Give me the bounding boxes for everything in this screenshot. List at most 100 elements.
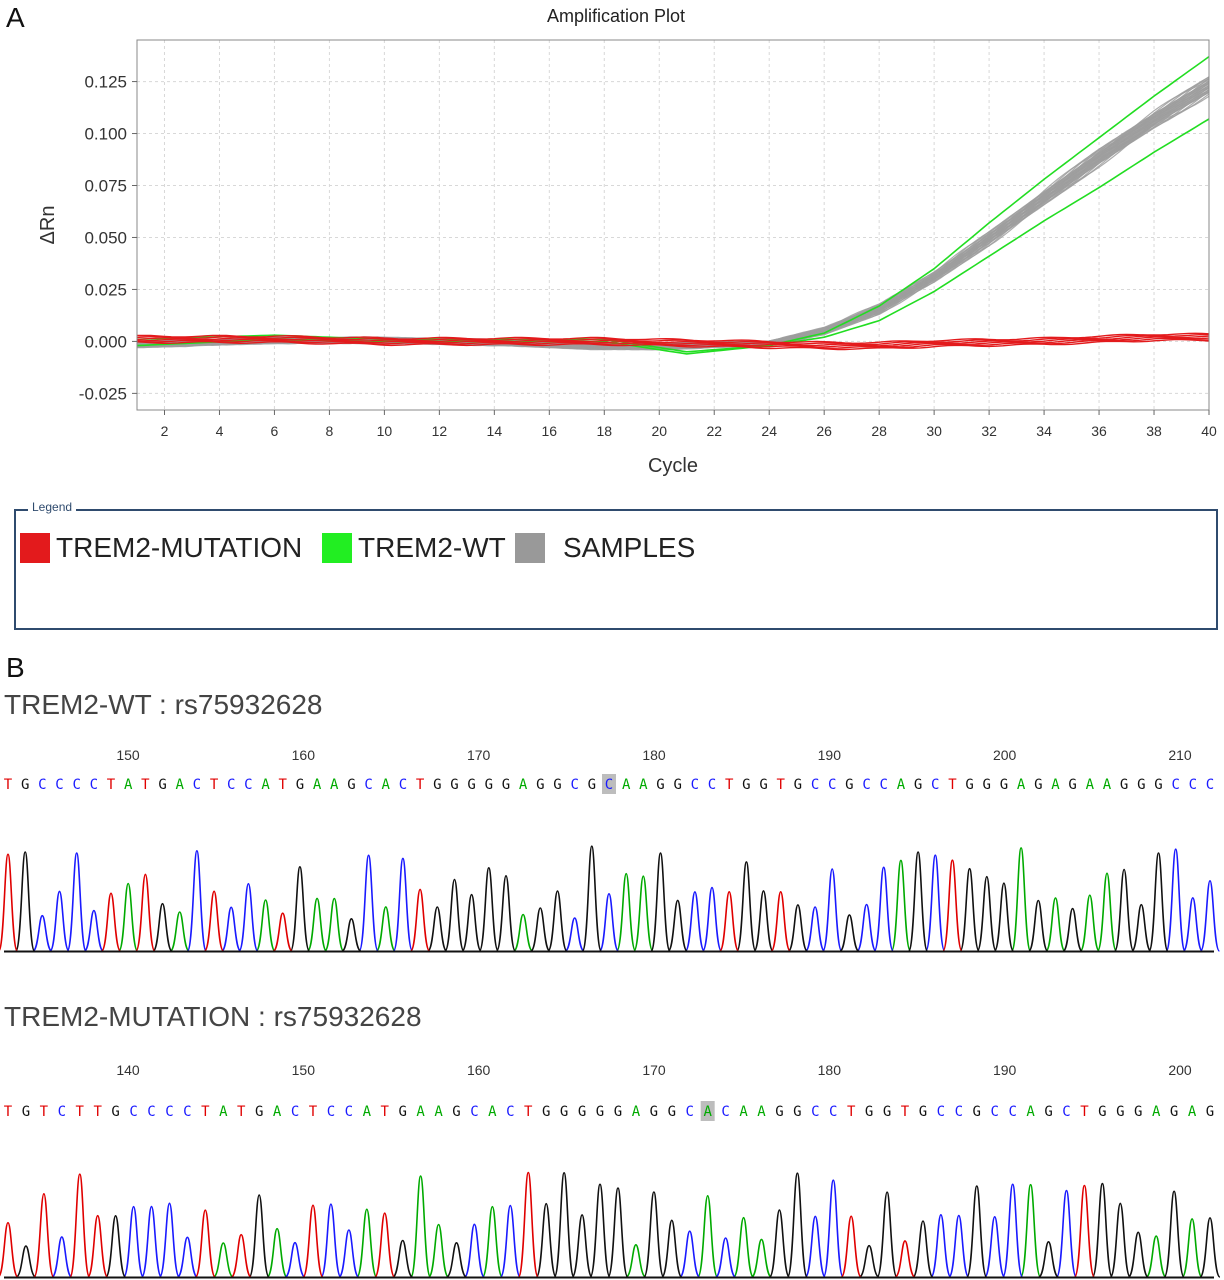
base-call: C (1189, 777, 1197, 793)
sequence-position-label: 170 (642, 1062, 666, 1078)
base-call: G (914, 777, 922, 793)
base-call: A (1188, 1104, 1197, 1120)
sequence-position-label: 180 (642, 747, 666, 763)
samples-series-line (136, 84, 1210, 350)
grid-lines (137, 40, 1210, 410)
y-tick-label: 0.075 (84, 177, 127, 196)
x-tick-label: 4 (216, 423, 224, 439)
trace-peaks-C (51, 1179, 1078, 1278)
sequence-position-label: 160 (292, 747, 316, 763)
samples-series-line (136, 91, 1210, 350)
base-call: C (183, 1104, 191, 1120)
variant-highlight (700, 1101, 715, 1121)
base-call: C (147, 1104, 155, 1120)
base-call: T (141, 777, 150, 793)
base-call: A (382, 777, 391, 793)
base-call: C (58, 1104, 66, 1120)
base-call: G (398, 1104, 406, 1120)
base-call: G (22, 1104, 30, 1120)
base-call: G (1034, 777, 1042, 793)
base-call: A (416, 1104, 425, 1120)
base-call: G (542, 1104, 550, 1120)
base-call: C (605, 777, 613, 793)
base-call: G (588, 777, 596, 793)
amplification-plot: 2 4 6 8 10 12 14 16 18 20 22 24 26 28 30 32 34 36 38 40-0.0… (37, 39, 1217, 477)
base-call: G (965, 777, 973, 793)
samples-series-line (136, 77, 1210, 349)
base-call: T (40, 1104, 49, 1120)
base-call: G (650, 1104, 658, 1120)
legend-item-samples: SAMPLES (515, 532, 695, 564)
base-call: G (536, 777, 544, 793)
samples-series-line (136, 90, 1210, 351)
legend-label-mutation: TREM2-MUTATION (56, 532, 303, 563)
samples-series-line (136, 91, 1210, 351)
x-tick-label: 14 (487, 423, 503, 439)
base-call: G (433, 777, 441, 793)
legend-item-mutation: TREM2-MUTATION (20, 532, 302, 564)
legend-item-wt: TREM2-WT (322, 532, 506, 564)
samples-series-line (136, 93, 1210, 351)
base-call: A (622, 777, 631, 793)
series-layer (136, 55, 1210, 355)
base-call: C (506, 1104, 514, 1120)
x-tick-label: 8 (326, 423, 334, 439)
samples-series-line (136, 83, 1210, 350)
mutation-series-line (136, 336, 1210, 348)
base-call: C (862, 777, 870, 793)
trace-peaks-C (32, 848, 1221, 952)
trace-peaks-A (212, 1175, 1203, 1278)
base-call: A (434, 1104, 443, 1120)
base-call: G (1170, 1104, 1178, 1120)
base-call: T (725, 777, 734, 793)
y-tick-label: 0.125 (84, 73, 127, 92)
base-call: T (4, 1104, 13, 1120)
sequence-position-label: 190 (818, 747, 842, 763)
base-call: A (757, 1104, 766, 1120)
base-call: A (273, 1104, 282, 1120)
x-tick-label: 20 (651, 423, 667, 439)
mutation-series-line (136, 335, 1210, 347)
base-call: G (347, 777, 355, 793)
tick-labels: 2 4 6 8 10 12 14 16 18 20 22 24 26 28 30 32 34 36 38 40-0.0… (79, 73, 1217, 439)
base-call: A (175, 777, 184, 793)
base-call: T (93, 1104, 102, 1120)
base-call: A (519, 777, 528, 793)
sequence-position-label: 140 (116, 1062, 140, 1078)
base-call: C (129, 1104, 137, 1120)
x-axis-label: Cycle (648, 455, 698, 477)
sequence-position-label: 150 (116, 747, 140, 763)
base-call: A (124, 777, 133, 793)
base-call: T (237, 1104, 246, 1120)
base-call: C (721, 1104, 729, 1120)
base-call: A (739, 1104, 748, 1120)
base-call: T (1080, 1104, 1089, 1120)
x-tick-label: 26 (816, 423, 832, 439)
base-call: C (227, 777, 235, 793)
chart-title: Amplification Plot (546, 6, 686, 26)
base-call: T (948, 777, 957, 793)
base-call: C (708, 777, 716, 793)
base-call: G (794, 777, 802, 793)
y-tick-label: 0.050 (84, 228, 127, 247)
base-call: A (1017, 777, 1026, 793)
base-call: T (901, 1104, 910, 1120)
base-call: T (776, 777, 785, 793)
base-call: G (485, 777, 493, 793)
base-call: T (201, 1104, 210, 1120)
base-call: C (72, 777, 80, 793)
base-call: A (363, 1104, 372, 1120)
y-tick-label: 0.000 (84, 332, 127, 351)
base-call: C (931, 777, 939, 793)
x-tick-label: 24 (761, 423, 777, 439)
base-call: C (955, 1104, 963, 1120)
x-tick-label: 32 (981, 423, 997, 439)
base-call: C (327, 1104, 335, 1120)
sequence-position-label: 210 (1168, 747, 1192, 763)
wt-series-line (136, 55, 1210, 353)
base-call: C (90, 777, 98, 793)
x-tick-label: 16 (542, 423, 558, 439)
base-call: G (452, 1104, 460, 1120)
base-call: G (983, 777, 991, 793)
